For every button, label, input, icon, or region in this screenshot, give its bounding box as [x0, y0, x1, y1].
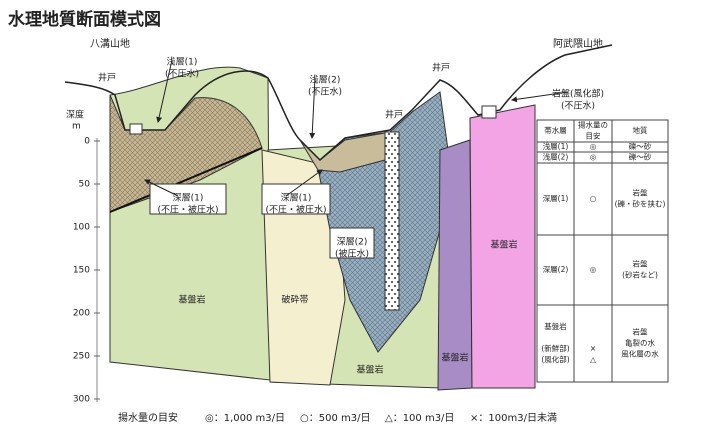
axis-unit: m	[72, 122, 81, 132]
axis-title: 深度	[66, 109, 84, 121]
well-box	[129, 123, 143, 135]
callout-label: 浅層(1)	[167, 56, 198, 68]
callout-label: (不圧・被圧水)	[265, 204, 326, 216]
depth-tick-label: 150	[73, 266, 90, 276]
callout-label: 浅層(2)	[310, 74, 341, 86]
table-cell: ◎	[590, 265, 597, 274]
footer-item: △：100 m3/日	[385, 413, 454, 424]
zone-label: 基盤岩	[356, 364, 383, 376]
cross-section	[64, 44, 613, 402]
table-cell: 岩盤	[633, 188, 648, 198]
callout-box	[329, 227, 375, 259]
boundary-line	[109, 147, 263, 213]
table-cell: 岩盤	[633, 259, 648, 269]
table-cell: ◎	[590, 153, 597, 162]
table-frame	[536, 119, 669, 383]
callout-label: (不圧水)	[165, 68, 199, 80]
table-cell: 岩盤	[633, 327, 648, 337]
callout-label: (被圧水)	[335, 248, 369, 260]
well-label: 井戸	[432, 62, 450, 74]
well-label: 井戸	[98, 72, 116, 84]
table-cell: 深層(1)	[543, 194, 569, 203]
table-cell: 風化層の水	[621, 349, 659, 359]
callout-label: (不圧水)	[561, 100, 595, 112]
table-cell: △	[590, 355, 596, 364]
table-cell: 浅層(1)	[543, 141, 569, 151]
table-cell: (新鮮部)	[541, 343, 569, 353]
callout-label: (不圧水)	[308, 86, 342, 98]
table-cell: 浅層(2)	[543, 152, 569, 162]
table-cell: ◎	[590, 142, 597, 151]
table-cell: 亀裂の水	[625, 338, 655, 348]
depth-tick-label: 0	[84, 137, 90, 147]
callout-arrow	[511, 91, 569, 103]
table-cell: 地質	[633, 125, 648, 135]
table-cell: (礫・砂を挟む)	[615, 199, 666, 209]
pink-bedrock	[469, 104, 536, 389]
table-cell: 礫～砂	[629, 141, 652, 151]
depth-tick-label: 100	[73, 223, 90, 233]
footer-item: ×：100m3/日未満	[470, 412, 557, 424]
callout-arrow	[156, 59, 173, 123]
table-cell: (砂岩など)	[622, 270, 658, 280]
well-box	[481, 105, 497, 119]
mountain-label: 阿武隈山地	[553, 37, 603, 50]
callout-label: 深層(2)	[337, 237, 368, 248]
well-column	[384, 131, 400, 311]
callout-arrow	[285, 169, 323, 197]
zone-label: 基盤岩	[441, 352, 468, 364]
zone-label: 破砕帯	[281, 294, 308, 306]
callout-label: 深層(1)	[281, 193, 312, 204]
depth-tick-label: 50	[79, 180, 91, 190]
table-cell: 深層(2)	[543, 265, 569, 274]
title: 水理地質断面模式図	[8, 9, 161, 30]
depth-tick-label: 250	[73, 352, 90, 362]
mountain-label: 八溝山地	[90, 37, 130, 50]
zone-label: 基盤岩	[178, 294, 205, 306]
well-label: 井戸	[385, 109, 403, 121]
table-cell: ○	[590, 194, 597, 203]
callout-label: 岩盤(風化部)	[552, 88, 604, 100]
depth-tick-label: 200	[73, 309, 90, 319]
purple-bedrock	[437, 139, 473, 391]
table-cell: 帯水層	[544, 125, 567, 135]
callout-arrow	[309, 77, 316, 139]
table-cell: 目安	[586, 131, 601, 141]
depth-tick-label: 300	[73, 395, 90, 405]
table-cell: 揚水量の	[578, 120, 608, 130]
ground-surface	[64, 44, 613, 162]
table-cell: ×	[590, 344, 596, 353]
table-cell: 基盤岩	[544, 321, 567, 331]
footer-title: 揚水量の目安	[118, 411, 178, 424]
callout-label: 深層(1)	[173, 193, 204, 204]
table-cell: 礫～砂	[629, 152, 652, 162]
table-cell: (風化部)	[541, 354, 569, 364]
zone-label: 基盤岩	[490, 239, 517, 251]
callout-arrow	[144, 179, 179, 197]
footer-item: ○：500 m3/日	[300, 413, 370, 424]
footer-item: ◎：1,000 m3/日	[205, 413, 285, 424]
callout-label: (不圧・被圧水)	[157, 204, 218, 216]
